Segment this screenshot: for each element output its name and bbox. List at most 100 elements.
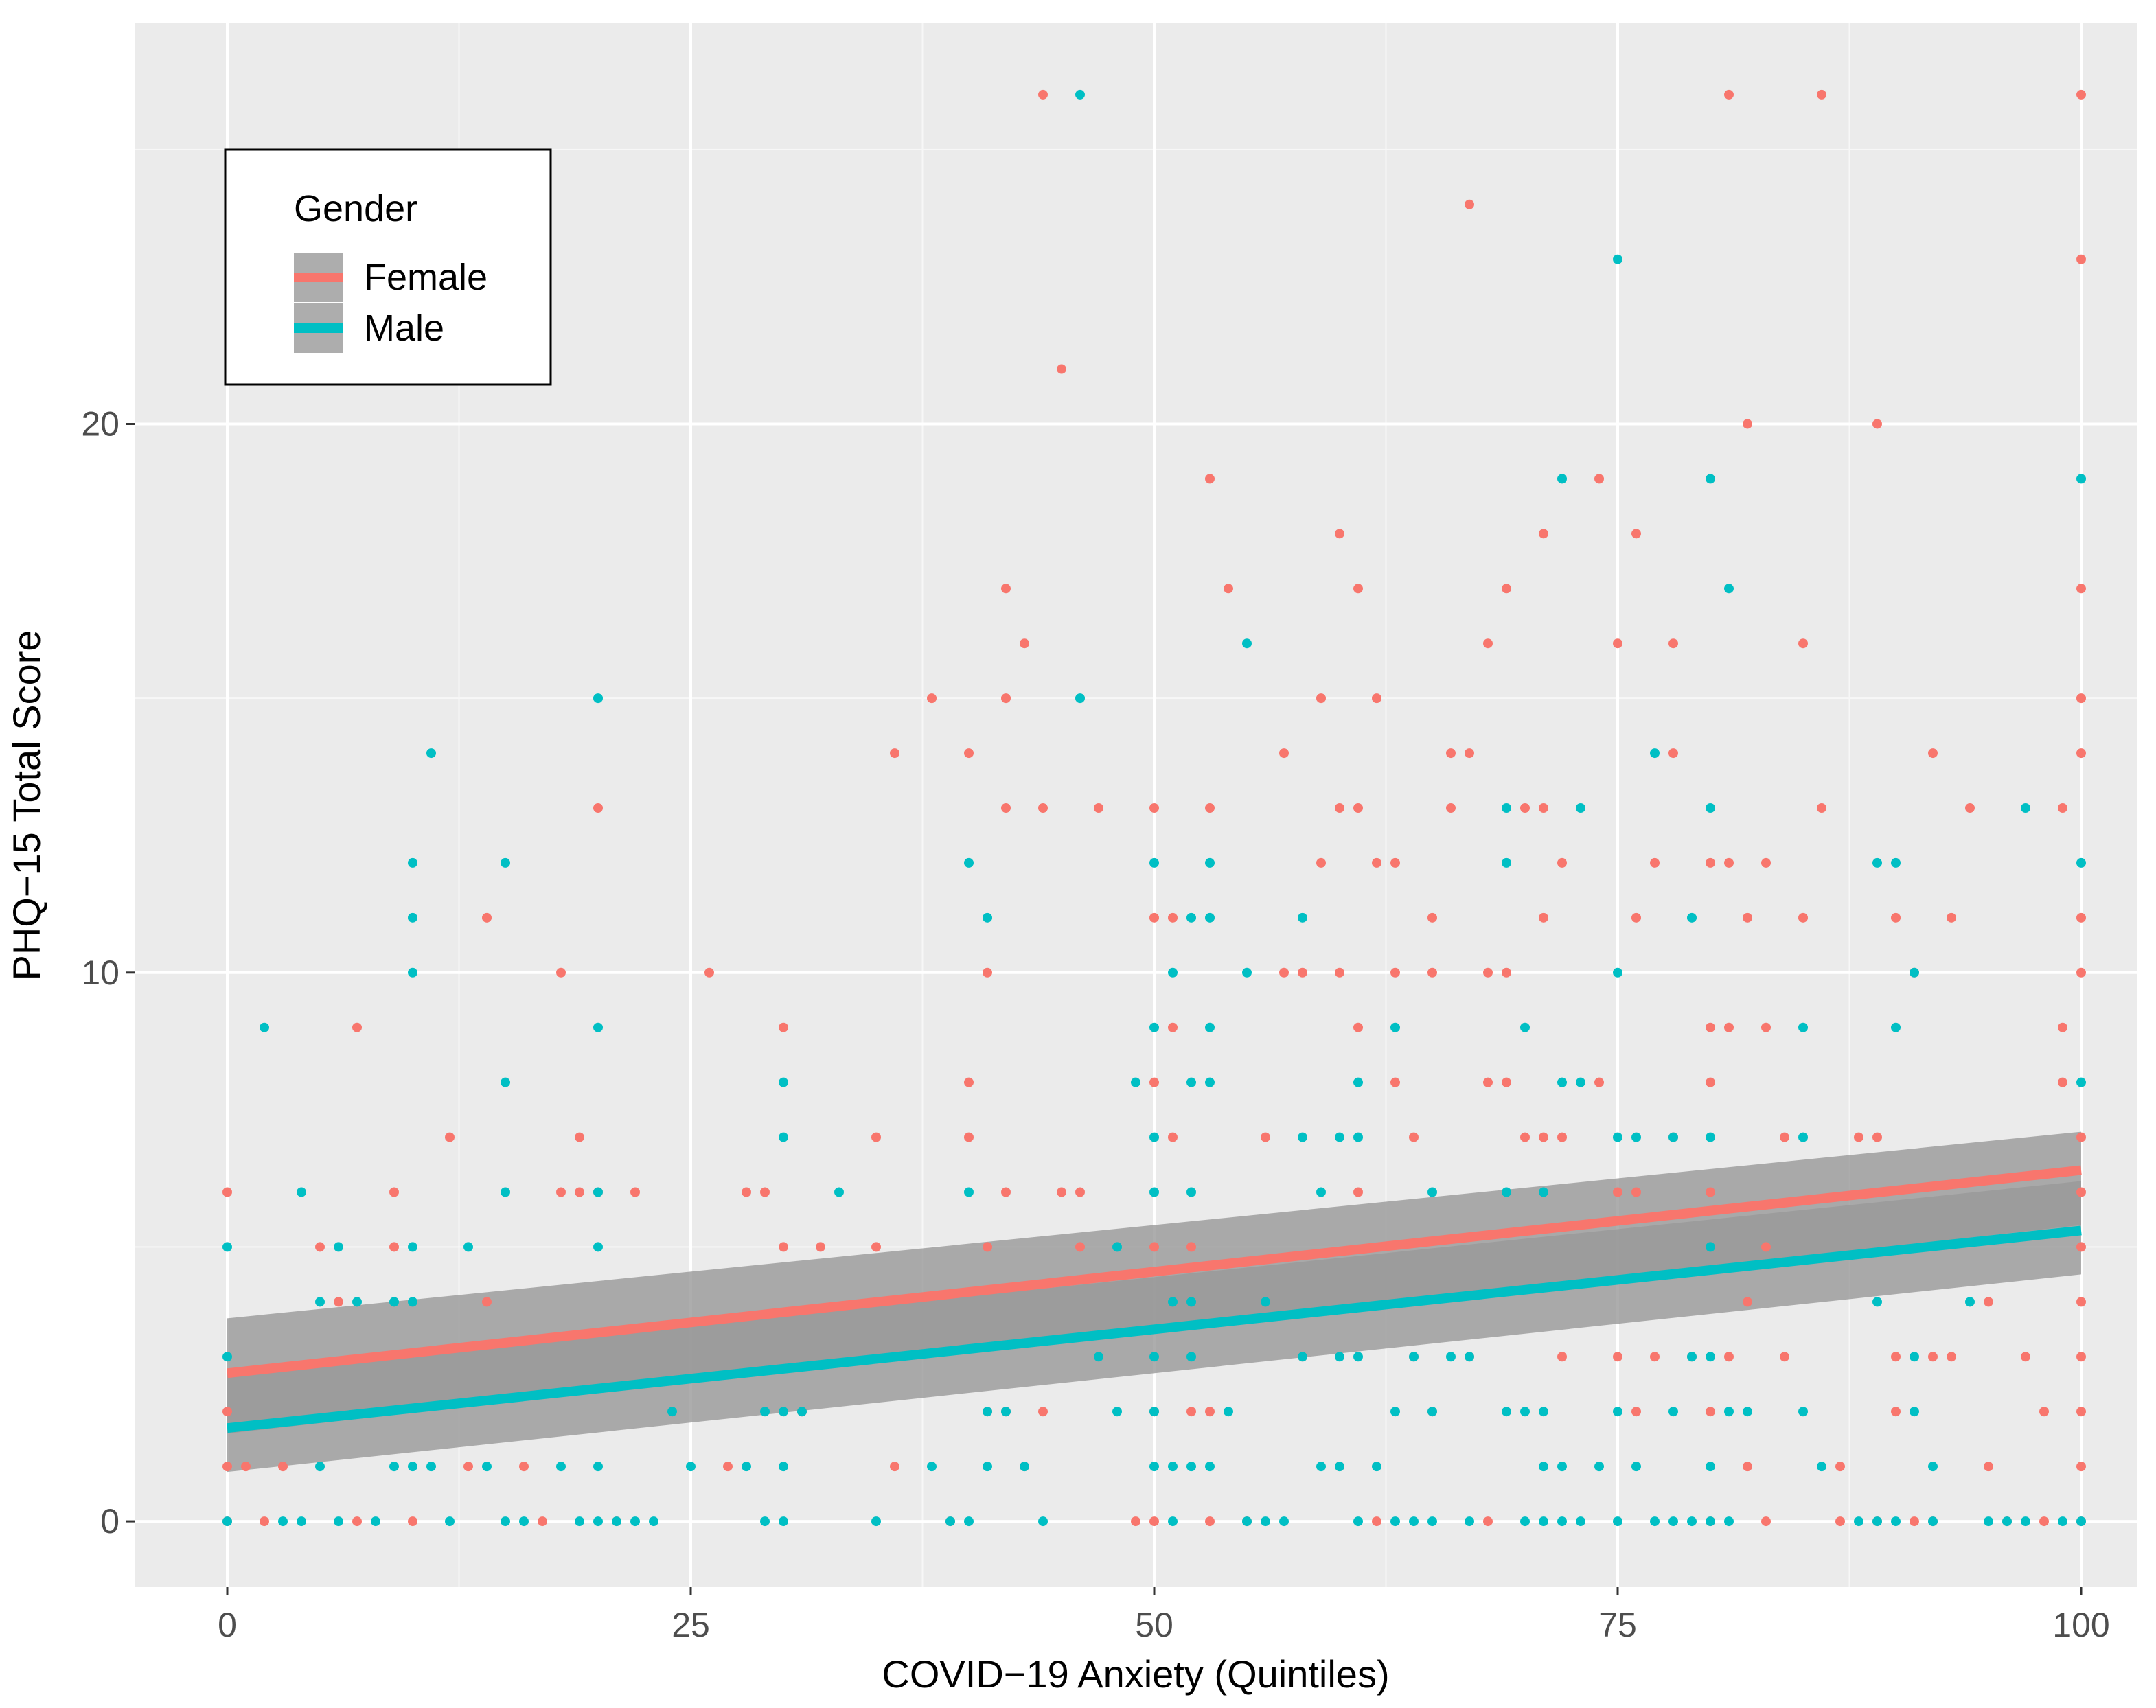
data-point-male bbox=[1186, 912, 1196, 923]
data-point-male bbox=[519, 1516, 529, 1527]
data-point-female bbox=[1372, 857, 1381, 868]
data-point-male bbox=[2076, 1516, 2086, 1527]
y-axis-title: PHQ−15 Total Score bbox=[5, 630, 48, 980]
data-point-female bbox=[2076, 584, 2086, 594]
data-point-male bbox=[297, 1187, 306, 1197]
data-point-male bbox=[1353, 1516, 1363, 1527]
data-point-male bbox=[2076, 1077, 2086, 1087]
data-point-female bbox=[556, 1187, 566, 1197]
data-point-female bbox=[2076, 748, 2086, 759]
data-point-female bbox=[1205, 474, 1215, 484]
data-point-male bbox=[964, 1187, 974, 1197]
data-point-female bbox=[1706, 1077, 1715, 1087]
data-point-female bbox=[1316, 693, 1326, 704]
data-point-male bbox=[260, 1022, 269, 1032]
data-point-female bbox=[463, 1462, 473, 1472]
data-point-male bbox=[1224, 1407, 1233, 1417]
data-point-female bbox=[1743, 1462, 1752, 1472]
data-point-female bbox=[315, 1242, 325, 1252]
data-point-female bbox=[760, 1187, 770, 1197]
data-point-male bbox=[1149, 1407, 1159, 1417]
data-point-male bbox=[779, 1132, 788, 1142]
data-point-male bbox=[1149, 1462, 1159, 1472]
data-point-female bbox=[1502, 1077, 1511, 1087]
data-point-female bbox=[222, 1187, 232, 1197]
data-point-male bbox=[1687, 1352, 1697, 1362]
data-point-male bbox=[1854, 1516, 1863, 1527]
data-point-female bbox=[1928, 1352, 1938, 1362]
data-point-male bbox=[2002, 1516, 2012, 1527]
data-point-male bbox=[779, 1077, 788, 1087]
data-point-female bbox=[1835, 1516, 1845, 1527]
data-point-male bbox=[222, 1516, 232, 1527]
data-point-female bbox=[1631, 912, 1641, 923]
y-tick-label: 10 bbox=[81, 954, 119, 992]
data-point-male bbox=[315, 1297, 325, 1307]
data-point-female bbox=[2076, 1132, 2086, 1142]
data-point-male bbox=[1186, 1187, 1196, 1197]
data-point-male bbox=[408, 1242, 417, 1252]
data-point-male bbox=[1205, 1462, 1215, 1472]
data-point-male bbox=[1668, 1407, 1678, 1417]
data-point-female bbox=[1947, 912, 1956, 923]
data-point-female bbox=[1706, 1187, 1715, 1197]
data-point-male bbox=[1724, 584, 1734, 594]
data-point-female bbox=[1539, 803, 1548, 813]
data-point-male bbox=[1427, 1516, 1437, 1527]
data-point-male bbox=[927, 1462, 937, 1472]
data-point-female bbox=[1502, 584, 1511, 594]
data-point-female bbox=[1205, 1516, 1215, 1527]
data-point-male bbox=[1335, 1462, 1344, 1472]
data-point-female bbox=[1891, 1352, 1901, 1362]
data-point-female bbox=[742, 1187, 751, 1197]
data-point-male bbox=[1242, 1516, 1252, 1527]
data-point-female bbox=[1483, 1077, 1493, 1087]
data-point-female bbox=[1724, 857, 1734, 868]
y-tick-label: 0 bbox=[100, 1502, 119, 1540]
data-point-female bbox=[1353, 584, 1363, 594]
data-point-female bbox=[1743, 1297, 1752, 1307]
data-point-female bbox=[1316, 857, 1326, 868]
data-point-female bbox=[222, 1407, 232, 1417]
data-point-female bbox=[1168, 1022, 1178, 1032]
data-point-male bbox=[1910, 967, 1919, 978]
data-point-male bbox=[1502, 1187, 1511, 1197]
data-point-male bbox=[1149, 1022, 1159, 1032]
data-point-male bbox=[1261, 1516, 1270, 1527]
data-point-female bbox=[1594, 1077, 1604, 1087]
data-point-female bbox=[1761, 1022, 1771, 1032]
data-point-male bbox=[2021, 1516, 2030, 1527]
x-tick-label: 0 bbox=[218, 1606, 237, 1644]
data-point-male bbox=[612, 1516, 621, 1527]
data-point-male bbox=[1168, 1297, 1178, 1307]
data-point-female bbox=[927, 693, 937, 704]
data-point-female bbox=[1724, 1022, 1734, 1032]
data-point-male bbox=[1668, 1516, 1678, 1527]
data-point-female bbox=[779, 1022, 788, 1032]
data-point-female bbox=[408, 1516, 417, 1527]
data-point-male bbox=[1891, 857, 1901, 868]
data-point-female bbox=[1353, 803, 1363, 813]
data-point-male bbox=[1910, 1407, 1919, 1417]
data-point-female bbox=[871, 1132, 881, 1142]
data-point-male bbox=[1631, 1132, 1641, 1142]
regression-line-female bbox=[227, 1165, 2082, 1378]
data-point-female bbox=[2039, 1516, 2049, 1527]
regression-lines bbox=[227, 1165, 2082, 1433]
data-point-male bbox=[501, 1516, 510, 1527]
data-point-female bbox=[1520, 803, 1530, 813]
data-point-female bbox=[1483, 638, 1493, 649]
data-point-male bbox=[1335, 1352, 1344, 1362]
data-point-female bbox=[1465, 748, 1474, 759]
data-point-female bbox=[1446, 748, 1456, 759]
data-point-female bbox=[983, 967, 992, 978]
data-point-male bbox=[1557, 1516, 1567, 1527]
data-point-female bbox=[1205, 803, 1215, 813]
data-point-male bbox=[426, 748, 436, 759]
data-point-male bbox=[1075, 693, 1085, 704]
data-point-male bbox=[1520, 1022, 1530, 1032]
data-point-male bbox=[1687, 1516, 1697, 1527]
data-point-female bbox=[1743, 912, 1752, 923]
data-point-female bbox=[1149, 1242, 1159, 1252]
data-point-female bbox=[1502, 967, 1511, 978]
